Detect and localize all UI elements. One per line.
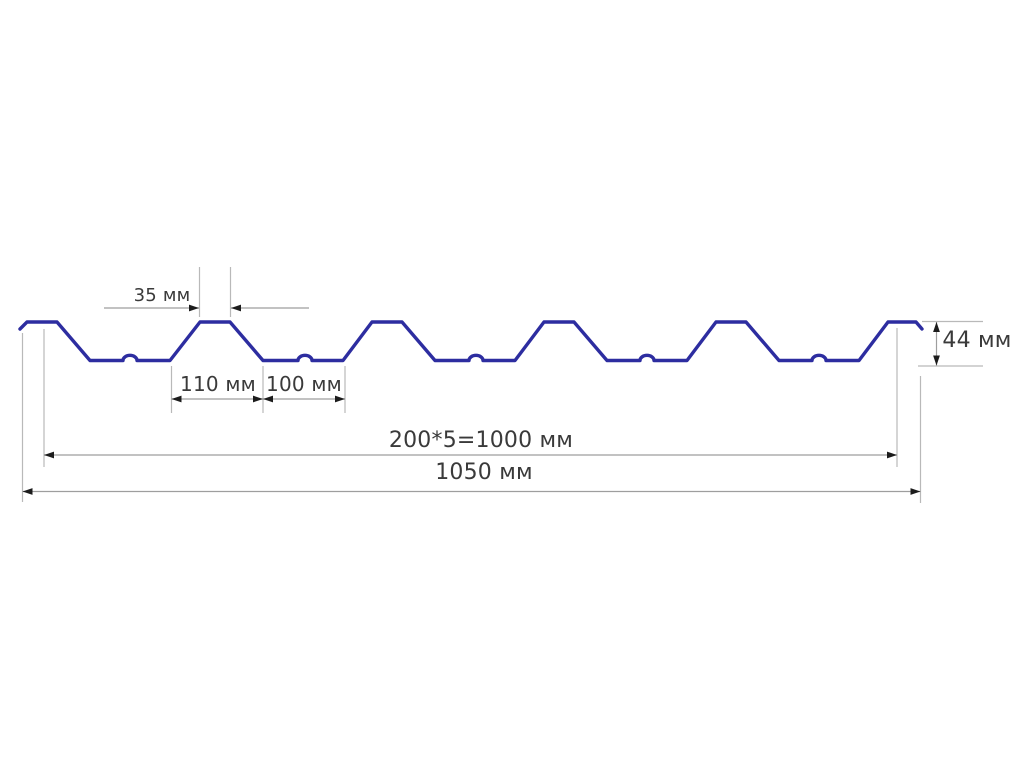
dimension-lines bbox=[22, 304, 940, 495]
dim-label-valley-width: 100 мм bbox=[266, 372, 342, 396]
dim-label-crest-width: 35 мм bbox=[133, 285, 191, 306]
dim-label-overall-width: 1050 мм bbox=[435, 460, 533, 485]
dim-label-rib-base-width: 110 мм bbox=[180, 372, 256, 396]
dim-label-useful-width: 200*5=1000 мм bbox=[388, 428, 574, 453]
dim-label-profile-height: 44 мм bbox=[942, 328, 1012, 353]
extension-lines bbox=[21, 267, 983, 503]
profile-outline bbox=[18, 320, 924, 363]
